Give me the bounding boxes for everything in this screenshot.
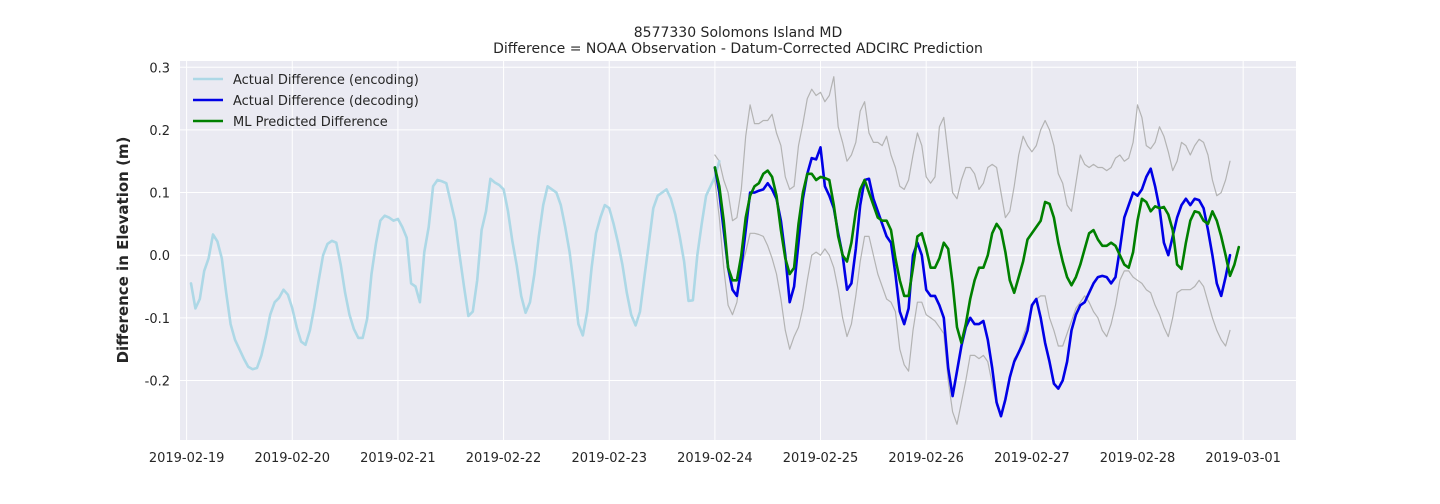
x-tick-label: 2019-02-19: [149, 451, 225, 466]
y-tick-label: -0.1: [145, 312, 170, 327]
x-tick-labels: 2019-02-19 2019-02-20 2019-02-21 2019-02-22…: [149, 451, 1281, 466]
chart-subtitle: Difference = NOAA Observation - Datum-Co…: [493, 41, 983, 57]
y-tick-label: 0.0: [149, 249, 170, 264]
x-tick-label: 2019-02-28: [1100, 451, 1176, 466]
series-line-1: [713, 146, 1232, 418]
legend-label: Actual Difference (encoding): [233, 73, 419, 88]
x-tick-label: 2019-02-23: [571, 451, 647, 466]
y-axis-label: Difference in Elevation (m): [114, 137, 132, 364]
x-tick-label: 2019-02-27: [994, 451, 1070, 466]
uncertainty-band-line: [714, 76, 1231, 222]
chart-title: 8577330 Solomons Island MD: [634, 25, 843, 41]
legend: Actual Difference (encoding) Actual Diffe…: [193, 73, 419, 130]
x-tick-label: 2019-02-20: [254, 451, 330, 466]
legend-label: ML Predicted Difference: [233, 115, 388, 130]
plot-area: [180, 61, 1296, 440]
y-tick-labels: -0.2 -0.1 0.0 0.1 0.2 0.3: [145, 61, 170, 389]
series-lines: [189, 76, 1241, 425]
x-tick-label: 2019-02-22: [466, 451, 542, 466]
y-tick-label: -0.2: [145, 374, 170, 389]
series-line-0: [189, 159, 721, 371]
legend-label: Actual Difference (decoding): [233, 94, 419, 109]
series-line-2: [713, 166, 1241, 345]
y-tick-label: 0.1: [149, 187, 170, 202]
x-tick-label: 2019-02-25: [783, 451, 859, 466]
x-tick-label: 2019-02-26: [888, 451, 964, 466]
x-tick-label: 2019-02-21: [360, 451, 436, 466]
x-tick-label: 2019-03-01: [1205, 451, 1281, 466]
x-tick-label: 2019-02-24: [677, 451, 753, 466]
y-tick-label: 0.2: [149, 124, 170, 139]
uncertainty-band-line: [714, 179, 1231, 425]
grid-lines: [180, 61, 1296, 440]
y-tick-label: 0.3: [149, 61, 170, 76]
